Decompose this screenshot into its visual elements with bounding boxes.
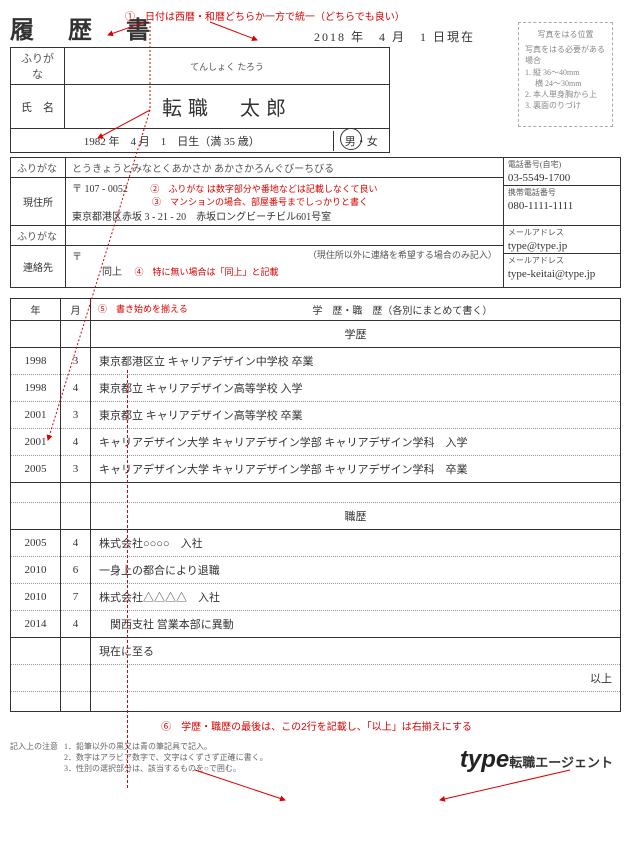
address-table: ふりがな とうきょうとみなとくあかさか あかさかろんぐびーちびる 電話番号(自宅… <box>10 157 621 288</box>
shokureki-title: 職歴 <box>91 503 621 530</box>
history-row: 19984東京都立 キャリアデザイン高等学校 入学 <box>11 375 621 402</box>
home-phone: 03-5549-1700 <box>508 170 616 184</box>
email-2: type-keitai@type.jp <box>508 266 616 280</box>
gender-cell: 男・女 <box>333 131 389 151</box>
history-row: 20014キャリアデザイン大学 キャリアデザイン学部 キャリアデザイン学科 入学 <box>11 429 621 456</box>
gender-female: 女 <box>367 136 378 148</box>
history-row: 20053キャリアデザイン大学 キャリアデザイン学部 キャリアデザイン学科 卒業 <box>11 456 621 483</box>
photo-placeholder: 写真をはる位置 写真をはる必要がある場合 1. 縦 36～40mm 横 24～3… <box>518 22 613 127</box>
annotation-5: ⑤ 書き始めを揃える <box>98 302 188 315</box>
doujou: 同上 <box>102 267 122 278</box>
history-row: 20106一身上の都合により退職 <box>11 557 621 584</box>
email-1: type@type.jp <box>508 238 616 252</box>
furigana-value: てんしょく たろう <box>65 48 390 85</box>
furigana-label: ふりがな <box>11 48 65 85</box>
address-line: 東京都港区赤坂 3 - 21 - 20 赤坂ロングビーチビル601号室 <box>72 212 331 223</box>
annotation-3: ③ マンションの場合、部屋番号までしっかりと書く <box>152 197 368 207</box>
gender-male: 男 <box>345 133 356 149</box>
annotation-2: ② ふりがな は数字部分や番地などは記載しなくて良い <box>150 184 377 194</box>
genzai-line: 現在に至る <box>91 638 621 665</box>
birth-value: 1982 年 4 月 1 日生（満 35 歳） <box>11 131 333 151</box>
brand-logo: type転職エージェント <box>460 746 613 774</box>
header-table: ふりがな てんしょく たろう 氏 名 転職 太郎 1982 年 4 月 1 日生… <box>10 47 390 153</box>
name-value: 転職 太郎 <box>65 85 390 129</box>
mobile-phone: 080-1111-1111 <box>508 198 616 212</box>
history-table: 年 月 ⑤ 書き始めを揃える 学 歴・職 歴（各別にまとめて書く） 学歴 199… <box>10 298 621 712</box>
history-row: 19983東京都港区立 キャリアデザイン中学校 卒業 <box>11 348 621 375</box>
gakureki-title: 学歴 <box>91 321 621 348</box>
resume-page: ① 日付は西暦・和暦どちらか一方で統一（どちらでも良い） 履 歴 書 2018 … <box>10 10 623 774</box>
history-row: 20013東京都立 キャリアデザイン高等学校 卒業 <box>11 402 621 429</box>
history-row: 20144 関西支社 営業本部に異動 <box>11 611 621 638</box>
history-row: 20107株式会社△△△△ 入社 <box>11 584 621 611</box>
history-row: 20054株式会社○○○○ 入社 <box>11 530 621 557</box>
annotation-6: ⑥ 学歴・職歴の最後は、この2行を記載し、「以上」は右揃えにする <box>10 718 623 733</box>
annotation-4: ④ 特に無い場合は「同上」と記載 <box>134 267 278 277</box>
postal-code: 〒 107 - 0052 <box>72 184 128 195</box>
annotation-1: ① 日付は西暦・和暦どちらか一方で統一（どちらでも良い） <box>125 8 405 23</box>
name-label: 氏 名 <box>11 85 65 129</box>
ijou-line: 以上 <box>91 665 621 692</box>
